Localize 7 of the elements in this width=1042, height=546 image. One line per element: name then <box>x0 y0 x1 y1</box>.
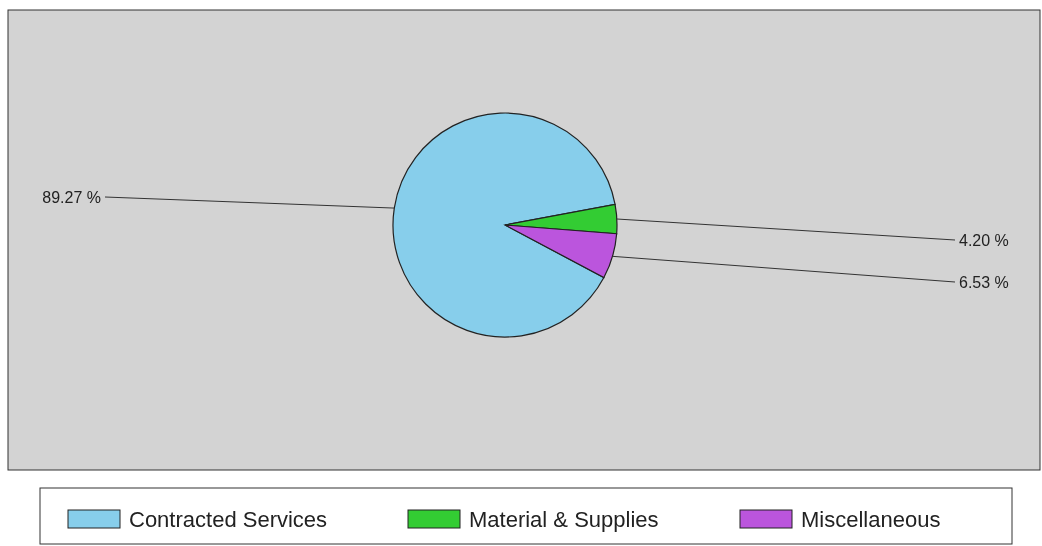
data-label: 6.53 % <box>959 273 1009 291</box>
legend-label: Contracted Services <box>129 506 328 532</box>
pie-slice <box>392 112 616 338</box>
legend-label: Miscellaneous <box>801 506 941 532</box>
data-label: 89.27 % <box>42 188 101 206</box>
data-label: 4.20 % <box>959 231 1009 249</box>
legend-label: Material & Supplies <box>469 506 659 532</box>
